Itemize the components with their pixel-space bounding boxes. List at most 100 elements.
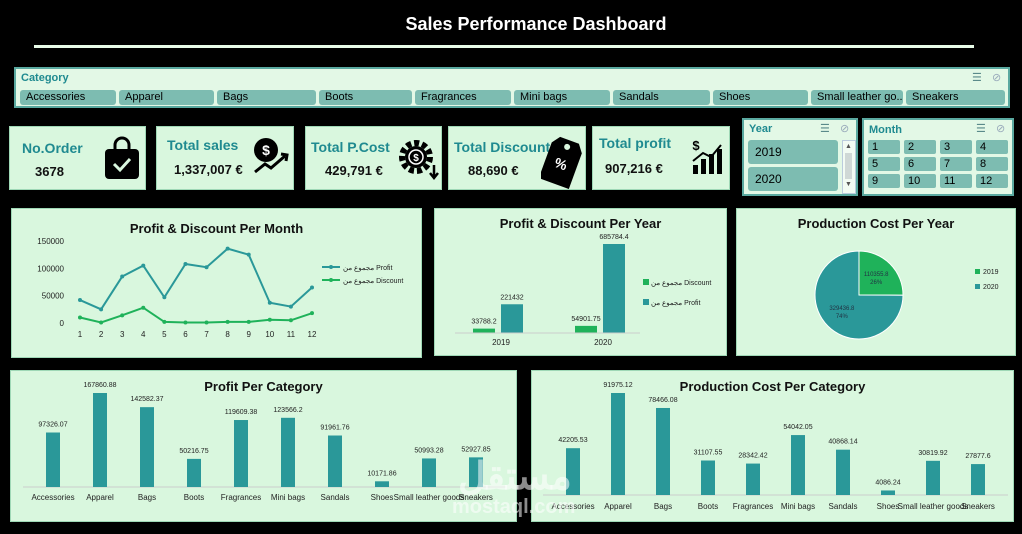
data-label: 10171.86 — [367, 470, 396, 477]
kpi-orders-label: No.Order — [22, 140, 83, 156]
kpi-card-profit: Total profit 907,216 € $ — [592, 126, 730, 190]
month-item[interactable]: 3 — [940, 140, 972, 154]
x-tick-label: 9 — [247, 330, 252, 339]
watermark-url: mostaql.com — [452, 496, 576, 518]
legend-swatch — [975, 269, 980, 274]
bar — [501, 304, 523, 333]
chart-profit-category: Profit Per Category 97326.07 Accessories 1… — [10, 370, 517, 522]
slice-value-label: 329436.8 — [829, 306, 855, 312]
category-item[interactable]: Accessories — [20, 90, 116, 105]
y-tick-label: 100000 — [37, 264, 64, 273]
year-item-2019[interactable]: 2019 — [748, 140, 838, 164]
month-item[interactable]: 7 — [940, 157, 972, 171]
bar — [575, 325, 597, 333]
bar — [234, 420, 248, 487]
year-item-2020[interactable]: 2020 — [748, 167, 838, 191]
data-label: 123566.2 — [273, 407, 302, 414]
data-point — [99, 320, 104, 325]
data-label: 54901.75 — [571, 316, 600, 323]
year-slicer: Year ☰ ⊘ 2019 2020 ▲ ▼ — [742, 118, 858, 196]
bar — [93, 393, 107, 487]
month-item[interactable]: 12 — [976, 174, 1008, 188]
month-item[interactable]: 2 — [904, 140, 936, 154]
x-tick-label: 2020 — [594, 338, 612, 347]
month-item[interactable]: 11 — [940, 174, 972, 188]
data-point — [246, 252, 251, 257]
kpi-card-discount: Total Discount 88,690 € % — [448, 126, 586, 190]
data-point — [310, 285, 314, 290]
slice-percent-label: 74% — [836, 314, 849, 320]
bar — [791, 435, 805, 495]
chart-title: Profit & Discount Per Year — [499, 216, 662, 231]
category-slicer: Category ☰ ⊘ Accessories Apparel Bags Boots… — [14, 67, 1010, 108]
year-scrollbar[interactable]: ▲ ▼ — [842, 140, 856, 194]
category-item[interactable]: Fragrances — [415, 90, 511, 105]
bar — [281, 417, 295, 487]
month-item[interactable]: 8 — [976, 157, 1008, 171]
category-item[interactable]: Small leather go... — [811, 90, 903, 105]
profit-chart-icon: $ — [692, 138, 722, 174]
x-tick-label: Fragrances — [733, 502, 773, 511]
data-label: 119609.38 — [225, 409, 258, 416]
slice-percent-label: 26% — [870, 280, 883, 286]
month-item[interactable]: 6 — [904, 157, 936, 171]
bar — [422, 458, 436, 487]
data-label: 91961.76 — [320, 425, 349, 432]
clear-filter-icon[interactable]: ⊘ — [996, 123, 1006, 135]
x-tick-label: 2019 — [492, 338, 510, 347]
month-slicer-label: Month — [869, 124, 902, 136]
data-point — [183, 320, 188, 325]
pie-slice — [858, 250, 904, 296]
clear-filter-icon[interactable]: ⊘ — [992, 72, 1002, 84]
kpi-profit-value: 907,216 € — [605, 161, 663, 176]
category-item[interactable]: Boots — [319, 90, 412, 105]
data-label: 221432 — [500, 294, 523, 301]
bar — [836, 449, 850, 495]
data-label: 40868.14 — [828, 439, 857, 446]
x-tick-label: Small leather goods — [898, 502, 969, 511]
category-item[interactable]: Bags — [217, 90, 316, 105]
data-label: 142582.37 — [130, 396, 163, 403]
data-point — [225, 246, 230, 251]
category-item[interactable]: Sandals — [613, 90, 710, 105]
legend-label: مجموع من Profit — [651, 300, 700, 307]
multi-select-icon[interactable]: ☰ — [976, 123, 986, 135]
legend-swatch — [643, 299, 649, 305]
svg-text:$: $ — [692, 138, 700, 153]
legend-swatch — [643, 279, 649, 285]
x-tick-label: Apparel — [604, 502, 632, 511]
month-item[interactable]: 10 — [904, 174, 936, 188]
bar — [187, 458, 201, 487]
bar — [375, 481, 389, 487]
series-line — [79, 247, 313, 311]
category-item[interactable]: Sneakers — [906, 90, 1005, 105]
bar — [46, 432, 60, 487]
x-tick-label: Shoes — [877, 502, 900, 511]
month-item[interactable]: 4 — [976, 140, 1008, 154]
x-tick-label: 6 — [183, 330, 188, 339]
clear-filter-icon[interactable]: ⊘ — [840, 123, 850, 135]
kpi-card-sales: Total sales 1,337,007 € $ — [156, 126, 294, 190]
month-item[interactable]: 5 — [868, 157, 900, 171]
shopping-bag-icon — [105, 136, 139, 179]
bar — [971, 464, 985, 495]
multi-select-icon[interactable]: ☰ — [820, 123, 830, 135]
bar — [701, 460, 715, 495]
data-point — [204, 320, 209, 325]
category-item[interactable]: Mini bags — [514, 90, 610, 105]
bar — [328, 435, 342, 487]
sales-growth-icon: $ — [254, 138, 289, 174]
category-item[interactable]: Shoes — [713, 90, 808, 105]
category-item[interactable]: Apparel — [119, 90, 214, 105]
x-tick-label: 3 — [120, 330, 125, 339]
month-item[interactable]: 1 — [868, 140, 900, 154]
month-item[interactable]: 9 — [868, 174, 900, 188]
x-tick-label: Boots — [184, 493, 204, 502]
kpi-pcost-label: Total P.Cost — [311, 139, 390, 155]
bar — [656, 407, 670, 495]
legend-marker — [329, 265, 333, 269]
bar — [926, 460, 940, 495]
multi-select-icon[interactable]: ☰ — [972, 72, 982, 84]
kpi-orders-value: 3678 — [35, 164, 64, 179]
legend-label: مجموع من Discount — [651, 280, 711, 287]
